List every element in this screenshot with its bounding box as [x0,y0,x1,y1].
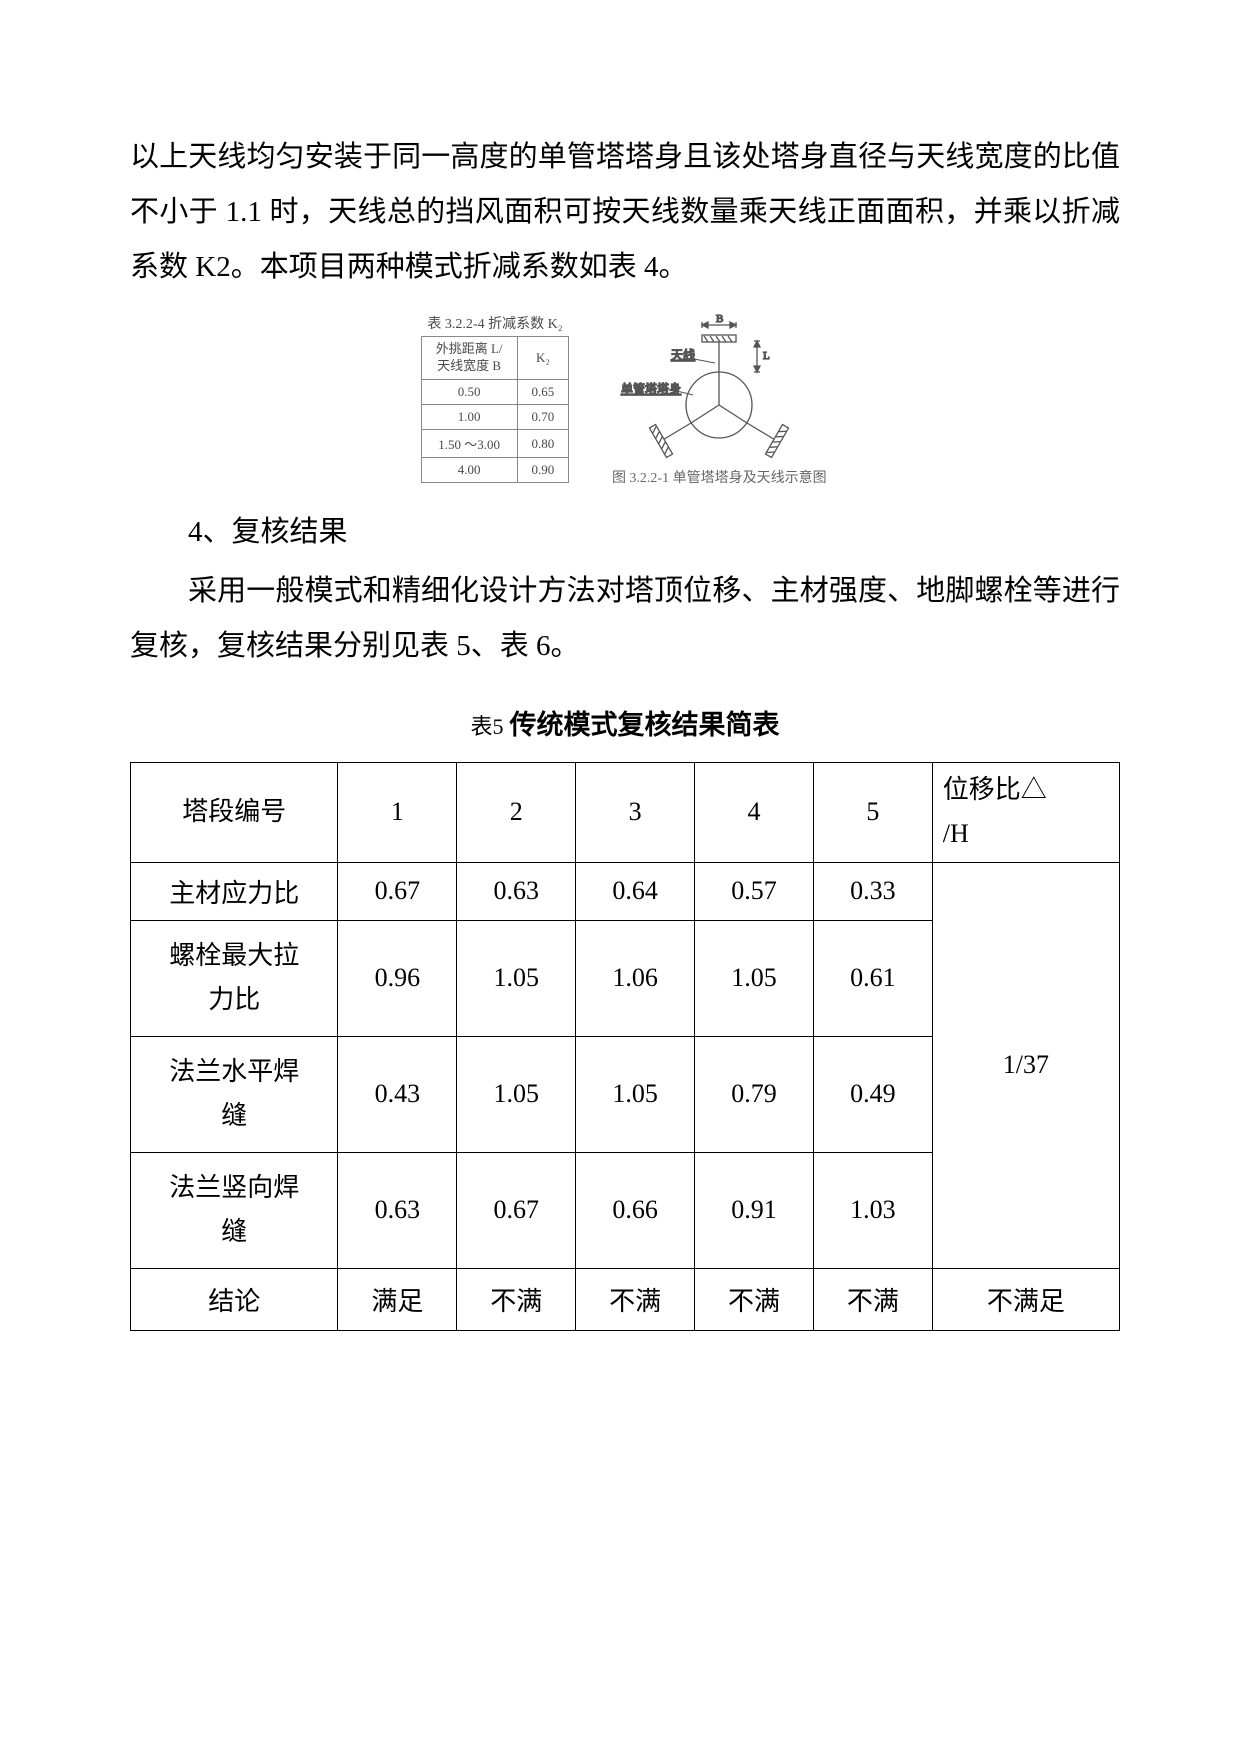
section-4-heading: 4、复核结果 [130,505,1120,560]
k2-cell: 0.90 [517,458,569,483]
table5-title-prefix: 表5 [470,714,503,739]
table5-header: 3 [576,762,695,862]
table5-cell: 0.33 [813,862,932,920]
k2-cell: 0.70 [517,405,569,430]
diagram-label-b: B [716,313,723,325]
table5-cell: 0.64 [576,862,695,920]
table5-cell: 0.63 [338,1152,457,1268]
table5-header: 2 [457,762,576,862]
table5-cell: 0.79 [695,1036,814,1152]
table5-cell: 0.96 [338,920,457,1036]
diagram-caption: 图 3.2.2-1 单管塔塔身及天线示意图 [612,467,827,487]
diagram-label-l: L [763,350,770,362]
table5-cell: 1.05 [457,1036,576,1152]
table5-conclusion: 不满 [695,1268,814,1330]
diagram-label-antenna: 天线 [671,348,695,362]
k2-cell: 1.50 ～3.00 [421,430,517,458]
table5: 塔段编号 1 2 3 4 5 位移比△ /H 主材应力比 0.67 0.63 0… [130,762,1120,1331]
table5-conclusion: 不满 [457,1268,576,1330]
table5-conclusion-label: 结论 [131,1268,338,1330]
table5-conclusion: 满足 [338,1268,457,1330]
k2-header-k: K₂ [517,337,569,380]
table5-cell: 0.66 [576,1152,695,1268]
table5-title: 表5 传统模式复核结果简表 [130,703,1120,742]
table5-conclusion: 不满 [576,1268,695,1330]
table5-cell: 0.67 [338,862,457,920]
diagram-label-body: 单管塔塔身 [621,381,681,396]
k2-table-title: 表 3.2.2-4 折减系数 K₂ [427,313,562,333]
table5-cell: 1.05 [457,920,576,1036]
table5-cell: 0.57 [695,862,814,920]
k2-cell: 4.00 [421,458,517,483]
table5-cell: 0.49 [813,1036,932,1152]
table5-conclusion: 不满 [813,1268,932,1330]
table5-conclusion: 不满足 [932,1268,1119,1330]
table5-title-text: 传统模式复核结果简表 [510,710,780,740]
intro-paragraph: 以上天线均匀安装于同一高度的单管塔塔身且该处塔身直径与天线宽度的比值不小于 1.… [130,130,1120,295]
tower-antenna-diagram: B L 天线 单管塔塔身 [609,313,829,463]
k2-cell: 0.50 [421,380,517,405]
table5-cell: 0.91 [695,1152,814,1268]
table5-row-label: 法兰水平焊 缝 [131,1036,338,1152]
table5-cell: 1.05 [695,920,814,1036]
table5-cell: 0.43 [338,1036,457,1152]
diagram-column: B L 天线 单管塔塔身 [609,313,829,487]
table5-header: 塔段编号 [131,762,338,862]
table5-cell: 0.61 [813,920,932,1036]
table5-cell: 0.63 [457,862,576,920]
k2-cell: 0.65 [517,380,569,405]
review-paragraph: 采用一般模式和精细化设计方法对塔顶位移、主材强度、地脚螺栓等进行复核，复核结果分… [130,564,1120,674]
figure-row: 表 3.2.2-4 折减系数 K₂ 外挑距离 L/ 天线宽度 B K₂ 0.50… [130,313,1120,487]
table5-row-label: 螺栓最大拉 力比 [131,920,338,1036]
k2-cell: 0.80 [517,430,569,458]
table5-row-label: 主材应力比 [131,862,338,920]
table5-cell: 0.67 [457,1152,576,1268]
table5-cell: 1.05 [576,1036,695,1152]
table5-header: 4 [695,762,814,862]
table5-cell: 1.03 [813,1152,932,1268]
k2-cell: 1.00 [421,405,517,430]
k2-table-wrap: 表 3.2.2-4 折减系数 K₂ 外挑距离 L/ 天线宽度 B K₂ 0.50… [421,313,570,483]
k2-table: 外挑距离 L/ 天线宽度 B K₂ 0.500.65 1.000.70 1.50… [421,336,570,483]
table5-cell: 1.06 [576,920,695,1036]
table5-header: 位移比△ /H [932,762,1119,862]
table5-disp-ratio: 1/37 [932,862,1119,1268]
table5-row-label: 法兰竖向焊 缝 [131,1152,338,1268]
k2-header-l: 外挑距离 L/ 天线宽度 B [421,337,517,380]
table5-header: 5 [813,762,932,862]
table5-header: 1 [338,762,457,862]
